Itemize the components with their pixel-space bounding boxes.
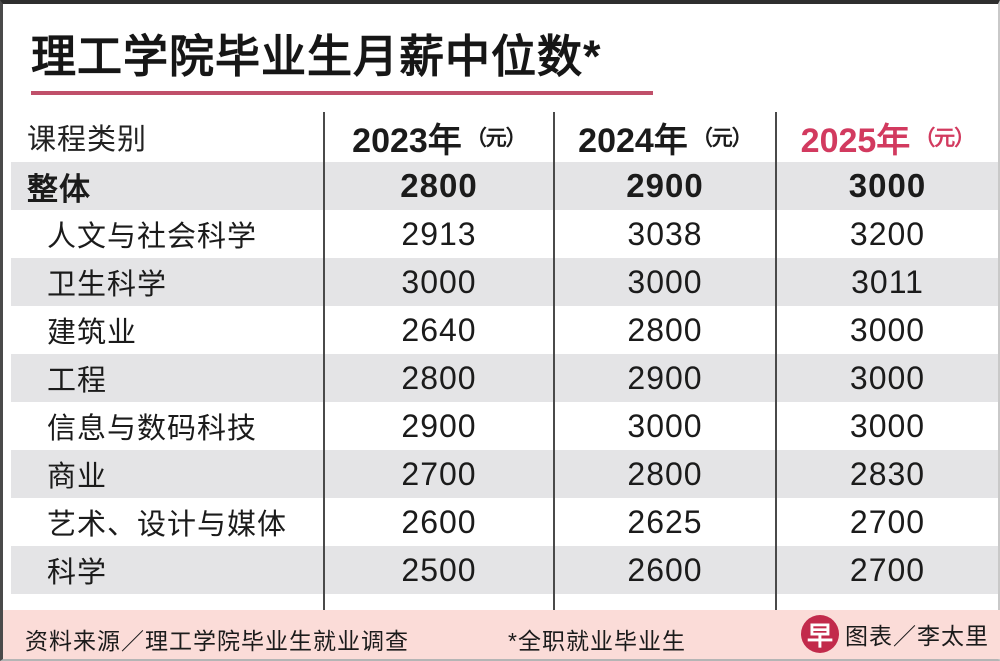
divider-extension-row xyxy=(11,594,998,613)
row-label: 商业 xyxy=(47,461,108,493)
cell-value: 2830 xyxy=(775,450,998,498)
table-row: 科学 2500 2600 2700 xyxy=(11,546,998,594)
table-row: 工程 2800 2900 3000 xyxy=(11,354,998,402)
column-header-2023: 2023年 （元） xyxy=(323,112,553,162)
table-row: 卫生科学 3000 3000 3011 xyxy=(11,258,998,306)
column-header-category: 课程类别 xyxy=(27,124,148,156)
column-header-2025: 2025年 （元） xyxy=(775,112,998,162)
credit-text: 图表／李太里 xyxy=(845,623,989,649)
row-label: 整体 xyxy=(27,171,91,207)
unit-label: （元） xyxy=(691,127,753,150)
cell-value: 2600 xyxy=(323,498,553,546)
row-label: 科学 xyxy=(47,557,108,589)
table-row: 信息与数码科技 2900 3000 3000 xyxy=(11,402,998,450)
title-underline xyxy=(31,91,653,95)
cell-value: 3000 xyxy=(775,306,998,354)
cell-value: 2600 xyxy=(553,546,775,594)
table-row: 艺术、设计与媒体 2600 2625 2700 xyxy=(11,498,998,546)
cell-value: 3000 xyxy=(775,354,998,402)
row-label: 卫生科学 xyxy=(47,269,168,301)
cell-value: 2500 xyxy=(323,546,553,594)
year-label: 2025年 xyxy=(800,121,911,160)
cell-value: 3000 xyxy=(775,402,998,450)
unit-label: （元） xyxy=(465,127,527,150)
table-header-row: 课程类别 2023年 （元） 2024年 （元） 2025年 （元） xyxy=(11,112,998,162)
table-row: 人文与社会科学 2913 3038 3200 xyxy=(11,210,998,258)
row-label: 人文与社会科学 xyxy=(47,221,258,253)
credit-block: 早 图表／李太里 xyxy=(801,615,989,653)
cell-value: 2640 xyxy=(323,306,553,354)
cell-value: 2800 xyxy=(323,354,553,402)
cell-value: 2800 xyxy=(553,306,775,354)
footer-bar: 资料来源／理工学院毕业生就业调查 *全职就业毕业生 早 图表／李太里 xyxy=(3,610,1000,659)
cell-value: 2700 xyxy=(775,498,998,546)
cell-value: 2625 xyxy=(553,498,775,546)
cell-value: 3000 xyxy=(775,162,998,210)
cell-value: 3000 xyxy=(553,402,775,450)
cell-value: 2900 xyxy=(553,162,775,210)
cell-value: 2700 xyxy=(323,450,553,498)
cell-value: 2800 xyxy=(553,450,775,498)
table-row: 商业 2700 2800 2830 xyxy=(11,450,998,498)
cell-value: 2700 xyxy=(775,546,998,594)
cell-value: 2913 xyxy=(323,210,553,258)
cell-value: 3000 xyxy=(323,258,553,306)
row-label: 建筑业 xyxy=(47,317,138,349)
zaobao-logo-icon: 早 xyxy=(801,615,839,653)
table-row-overall: 整体 2800 2900 3000 xyxy=(11,162,998,210)
source-text: 资料来源／理工学院毕业生就业调查 xyxy=(25,628,409,654)
spacer-cell xyxy=(775,594,998,613)
cell-value: 3011 xyxy=(775,258,998,306)
unit-label: （元） xyxy=(914,127,975,150)
row-label: 艺术、设计与媒体 xyxy=(47,509,288,541)
spacer-cell xyxy=(323,594,553,613)
column-header-2024: 2024年 （元） xyxy=(553,112,775,162)
table-row: 建筑业 2640 2800 3000 xyxy=(11,306,998,354)
year-label: 2023年 xyxy=(352,121,462,160)
cell-value: 2900 xyxy=(553,354,775,402)
spacer-cell xyxy=(553,594,775,613)
row-label: 工程 xyxy=(47,365,108,397)
cell-value: 3000 xyxy=(553,258,775,306)
cell-value: 3200 xyxy=(775,210,998,258)
row-label: 信息与数码科技 xyxy=(47,413,258,445)
cell-value: 2800 xyxy=(323,162,553,210)
salary-table: 课程类别 2023年 （元） 2024年 （元） 2025年 （元） xyxy=(11,112,998,613)
year-label: 2024年 xyxy=(578,121,688,160)
cell-value: 3038 xyxy=(553,210,775,258)
page-title: 理工学院毕业生月薪中位数* xyxy=(31,31,602,82)
footnote-text: *全职就业毕业生 xyxy=(508,628,686,654)
cell-value: 2900 xyxy=(323,402,553,450)
